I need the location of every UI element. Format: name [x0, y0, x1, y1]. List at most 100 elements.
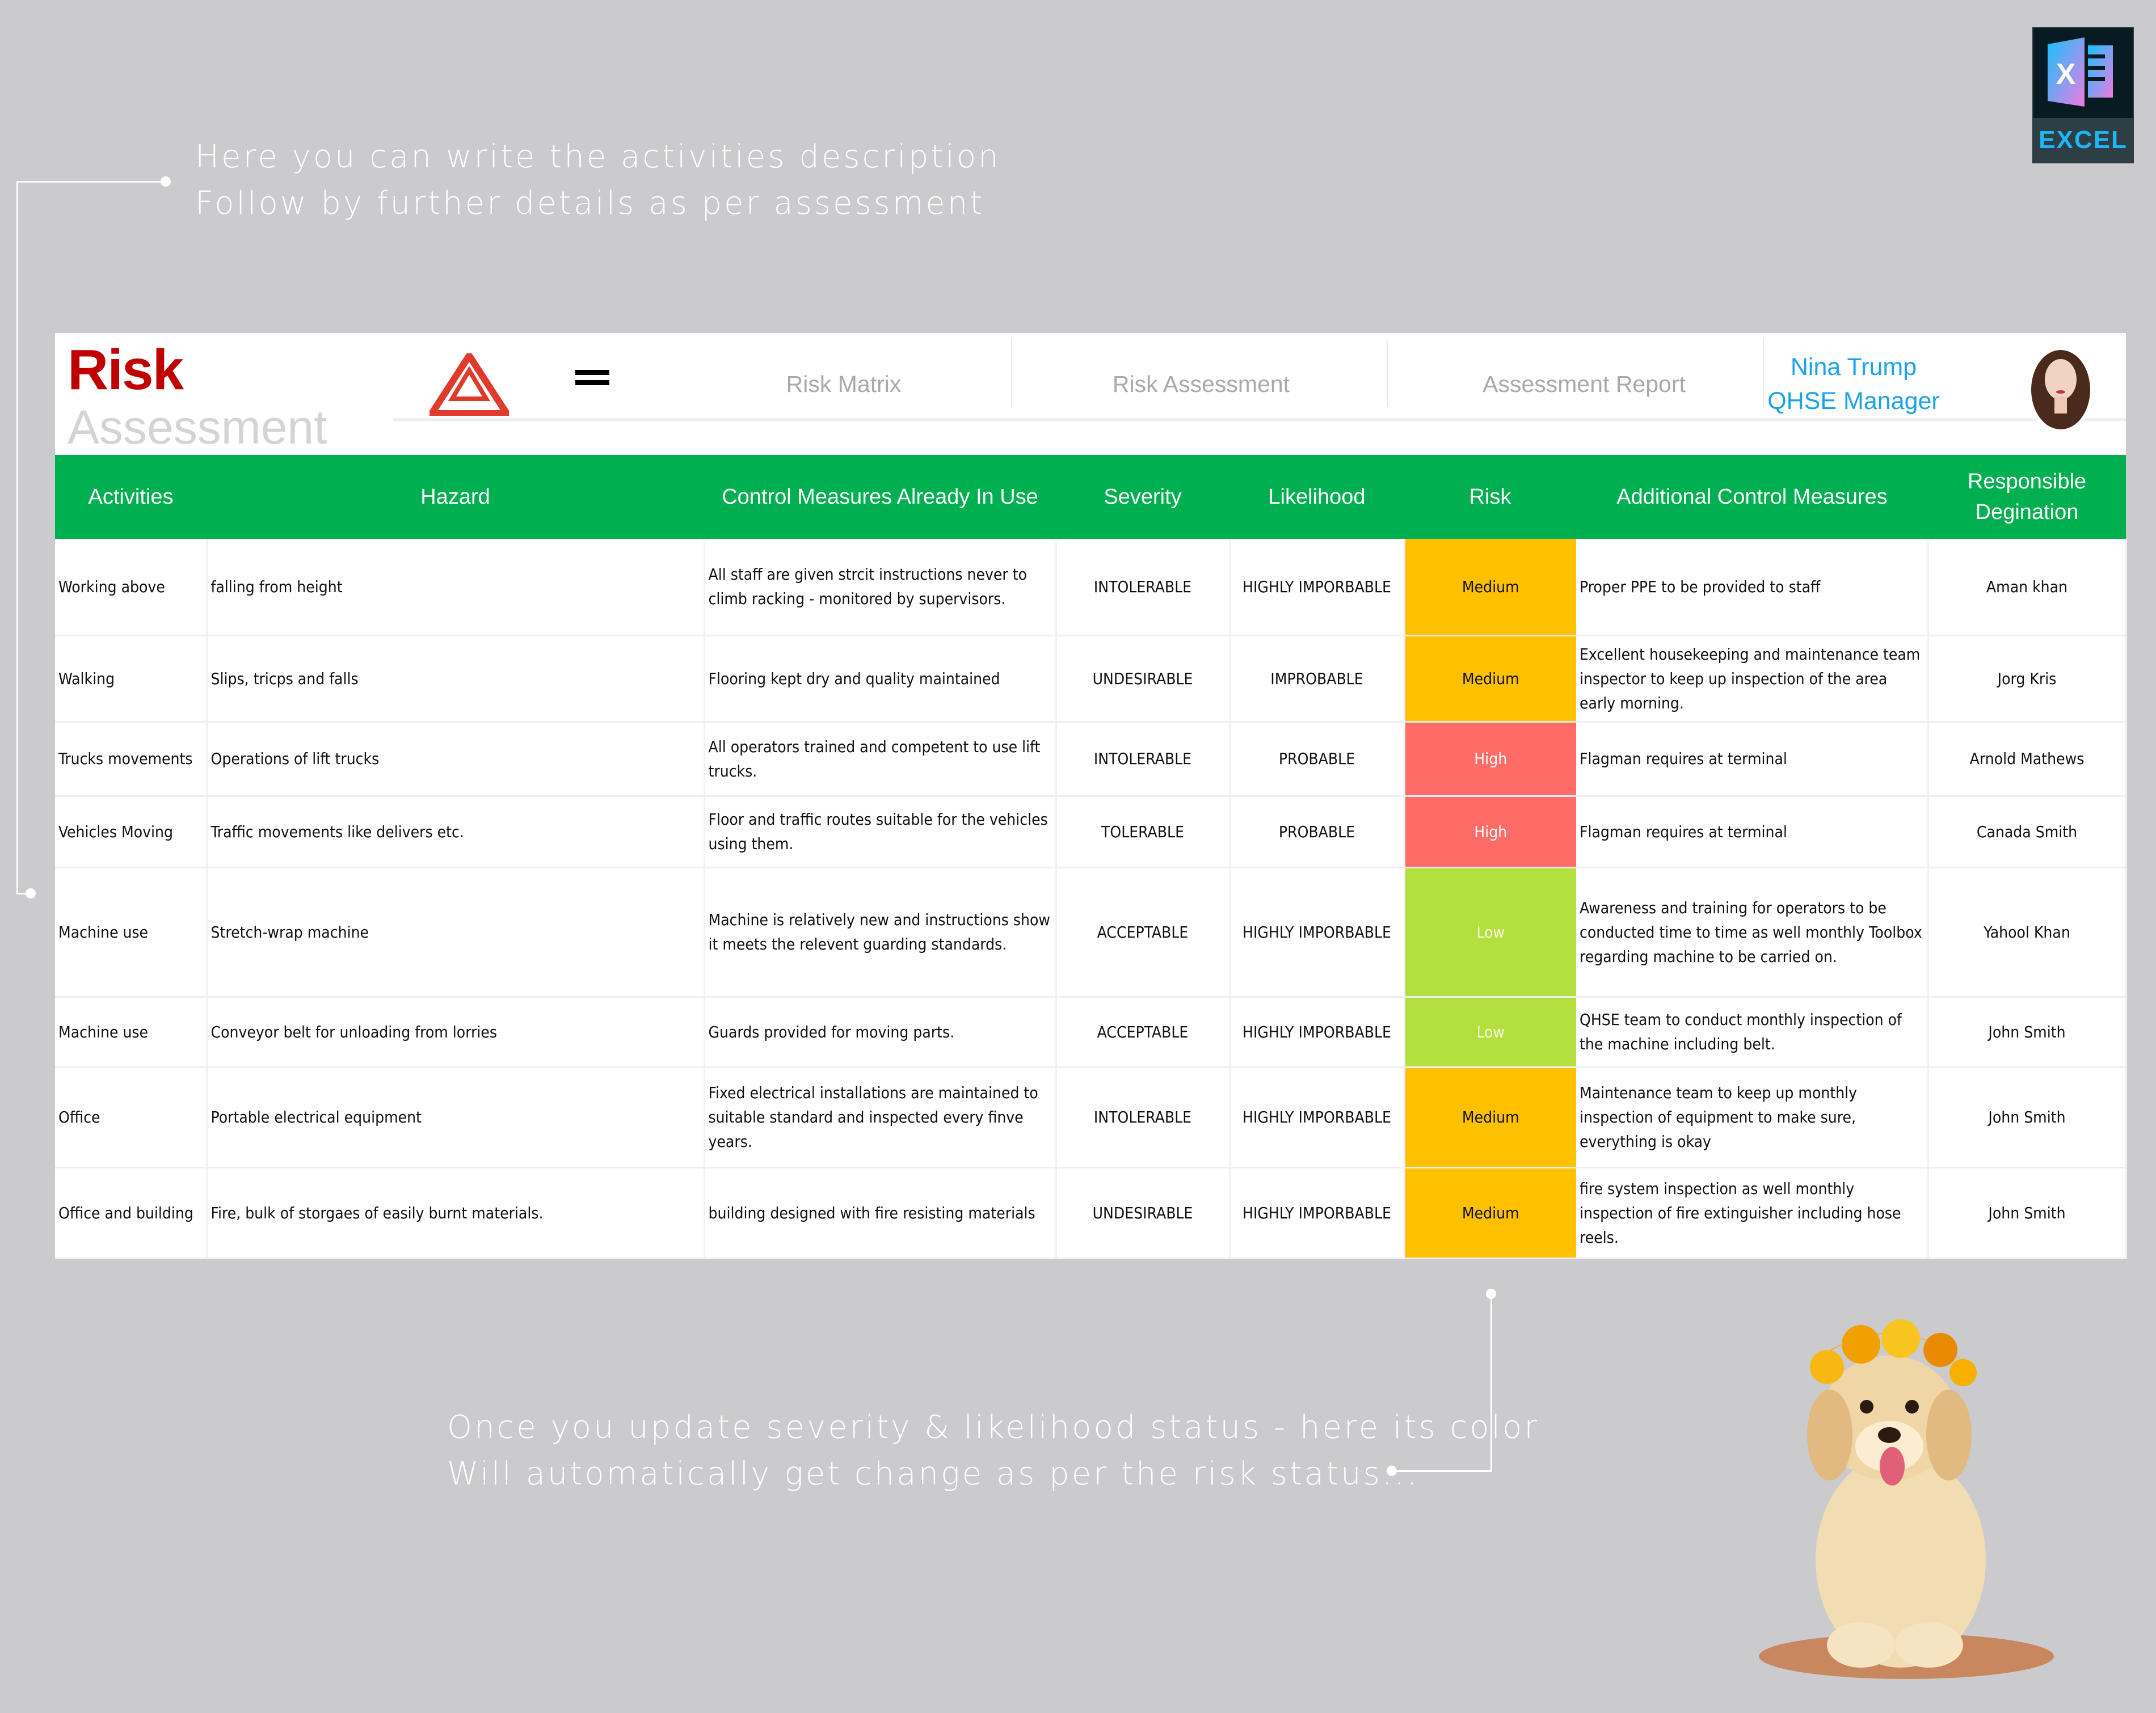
column-header: Likelihood [1229, 455, 1404, 539]
additional-cell[interactable]: Awareness and training for operators to … [1576, 867, 1929, 998]
column-header: Control Measures Already In Use [704, 455, 1056, 539]
excel-badge: X EXCEL [2032, 27, 2134, 163]
activity-cell[interactable]: Walking [55, 635, 208, 723]
svg-text:X: X [2056, 58, 2076, 91]
likelihood-cell[interactable]: HIGHLY IMPORBABLE [1229, 1067, 1405, 1168]
nav-risk-assessment[interactable]: Risk Assessment [1112, 370, 1290, 397]
control-cell[interactable]: Floor and traffic routes suitable for th… [704, 796, 1057, 868]
activity-cell[interactable]: Vehicles Moving [55, 796, 208, 868]
risk-status-cell[interactable]: Medium [1404, 1167, 1576, 1259]
likelihood-cell[interactable]: HIGHLY IMPORBABLE [1229, 1167, 1405, 1259]
nav-assessment-report[interactable]: Assessment Report [1483, 370, 1686, 397]
table-row: Working above falling from height All staf… [55, 539, 2127, 636]
responsible-cell[interactable]: Canada Smith [1928, 796, 2127, 868]
risk-table: Activities Hazard Control Measures Already… [55, 455, 2127, 1259]
annotation-line: Here you can write the activities descri… [195, 138, 1001, 175]
additional-cell[interactable]: Proper PPE to be provided to staff [1576, 539, 1929, 636]
responsible-cell[interactable]: John Smith [1928, 997, 2127, 1068]
control-cell[interactable]: Flooring kept dry and quality maintained [704, 635, 1057, 723]
hazard-cell[interactable]: Operations of lift trucks [207, 722, 705, 797]
column-header: Responsible Degination [1928, 455, 2126, 539]
responsible-cell[interactable]: Yahool Khan [1928, 867, 2127, 998]
likelihood-cell[interactable]: HIGHLY IMPORBABLE [1229, 997, 1405, 1068]
control-cell[interactable]: building designed with fire resisting ma… [704, 1167, 1057, 1259]
hazard-cell[interactable]: Portable electrical equipment [207, 1067, 705, 1168]
page-title: Risk [68, 338, 184, 402]
activity-cell[interactable]: Office [55, 1067, 208, 1168]
responsible-cell[interactable]: John Smith [1928, 1167, 2127, 1259]
activity-cell[interactable]: Office and building [55, 1167, 208, 1259]
additional-cell[interactable]: Excellent housekeeping and maintenance t… [1576, 635, 1929, 723]
activity-cell[interactable]: Machine use [55, 867, 208, 998]
risk-status-cell[interactable]: Low [1404, 867, 1576, 998]
hazard-cell[interactable]: Stretch-wrap machine [207, 867, 705, 998]
severity-cell[interactable]: INTOLERABLE [1056, 539, 1231, 636]
table-header-row: Activities Hazard Control Measures Already… [55, 455, 2126, 539]
control-cell[interactable]: All staff are given strcit instructions … [704, 539, 1057, 636]
user-name: Nina Trump [1790, 353, 1917, 381]
additional-cell[interactable]: Flagman requires at terminal [1576, 722, 1929, 797]
brand-logo-icon [429, 353, 509, 416]
connector-line [1392, 1470, 1492, 1472]
connector-dot [1486, 1289, 1496, 1299]
activity-cell[interactable]: Machine use [55, 997, 208, 1068]
table-row: Trucks movements Operations of lift truck… [55, 722, 2127, 797]
hazard-cell[interactable]: Conveyor belt for unloading from lorries [207, 997, 705, 1068]
connector-dot [161, 176, 171, 187]
nav-underline [393, 418, 2126, 421]
avatar [2024, 344, 2098, 429]
additional-cell[interactable]: Flagman requires at terminal [1576, 796, 1929, 868]
table-row: Vehicles Moving Traffic movements like de… [55, 796, 2127, 868]
connector-line [16, 181, 18, 894]
likelihood-cell[interactable]: PROBABLE [1229, 796, 1405, 868]
connector-line [16, 181, 165, 183]
likelihood-cell[interactable]: PROBABLE [1229, 722, 1405, 797]
connector-dot [1387, 1466, 1397, 1476]
control-cell[interactable]: Guards provided for moving parts. [704, 997, 1057, 1068]
activity-cell[interactable]: Working above [55, 539, 208, 636]
table-row: Office and building Fire, bulk of storgae… [55, 1167, 2127, 1259]
risk-status-cell[interactable]: High [1404, 796, 1576, 868]
column-header: Severity [1056, 455, 1229, 539]
risk-status-cell[interactable]: Medium [1404, 1067, 1576, 1168]
column-header: Hazard [207, 455, 704, 539]
activity-cell[interactable]: Trucks movements [55, 722, 208, 797]
hazard-cell[interactable]: Traffic movements like delivers etc. [207, 796, 705, 868]
likelihood-cell[interactable]: HIGHLY IMPORBABLE [1229, 539, 1405, 636]
additional-cell[interactable]: QHSE team to conduct monthly inspection … [1576, 997, 1929, 1068]
risk-status-cell[interactable]: Low [1404, 997, 1576, 1068]
column-header: Additional Control Measures [1576, 455, 1928, 539]
hazard-cell[interactable]: Slips, tricps and falls [207, 635, 705, 723]
nav-risk-matrix[interactable]: Risk Matrix [786, 370, 902, 397]
likelihood-cell[interactable]: HIGHLY IMPORBABLE [1229, 867, 1405, 998]
risk-status-cell[interactable]: Medium [1404, 539, 1576, 636]
severity-cell[interactable]: UNDESIRABLE [1056, 635, 1231, 723]
excel-label: EXCEL [2033, 118, 2133, 162]
hazard-cell[interactable]: Fire, bulk of storgaes of easily burnt m… [207, 1167, 705, 1259]
control-cell[interactable]: All operators trained and competent to u… [704, 722, 1057, 797]
hazard-cell[interactable]: falling from height [207, 539, 705, 636]
severity-cell[interactable]: ACCEPTABLE [1056, 997, 1231, 1068]
table-row: Machine use Stretch-wrap machine Machine i… [55, 867, 2127, 998]
likelihood-cell[interactable]: IMPROBABLE [1229, 635, 1405, 723]
responsible-cell[interactable]: John Smith [1928, 1067, 2127, 1168]
annotation-line: Follow by further details as per assessm… [195, 185, 985, 222]
responsible-cell[interactable]: Aman khan [1928, 539, 2127, 636]
severity-cell[interactable]: TOLERABLE [1056, 796, 1231, 868]
additional-cell[interactable]: Maintenance team to keep up monthly insp… [1576, 1067, 1929, 1168]
table-row: Walking Slips, tricps and falls Flooring k… [55, 635, 2127, 723]
hamburger-menu-icon[interactable] [575, 370, 609, 390]
risk-status-cell[interactable]: High [1404, 722, 1576, 797]
control-cell[interactable]: Machine is relatively new and instructio… [704, 867, 1057, 998]
control-cell[interactable]: Fixed electrical installations are maint… [704, 1067, 1057, 1168]
severity-cell[interactable]: INTOLERABLE [1056, 722, 1231, 797]
responsible-cell[interactable]: Arnold Mathews [1928, 722, 2127, 797]
severity-cell[interactable]: INTOLERABLE [1056, 1067, 1231, 1168]
excel-icon: X [2048, 37, 2113, 107]
severity-cell[interactable]: ACCEPTABLE [1056, 867, 1231, 998]
additional-cell[interactable]: fire system inspection as well monthly i… [1576, 1167, 1929, 1259]
risk-status-cell[interactable]: Medium [1404, 635, 1576, 723]
responsible-cell[interactable]: Jorg Kris [1928, 635, 2127, 723]
severity-cell[interactable]: UNDESIRABLE [1056, 1167, 1231, 1259]
column-header: Risk [1404, 455, 1576, 539]
